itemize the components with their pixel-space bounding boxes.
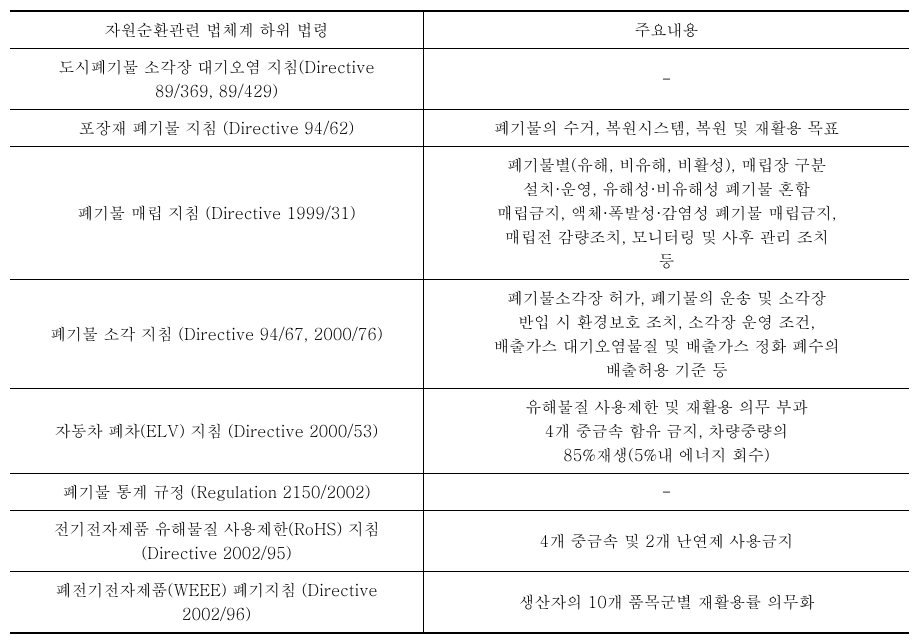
- row-left: 도시폐기물 소각장 대기오염 지침(Directive89/369, 89/42…: [10, 49, 424, 110]
- row-right: 폐기물의 수거, 복원시스템, 복원 및 재활용 목표: [424, 110, 909, 147]
- table-row: 폐기물 매립 지침 (Directive 1999/31) 폐기물별(유해, 비…: [10, 147, 909, 280]
- row-left: 자동차 폐차(ELV) 지침 (Directive 2000/53): [10, 389, 424, 474]
- table-row: 자동차 폐차(ELV) 지침 (Directive 2000/53) 유해물질 …: [10, 389, 909, 474]
- row-left: 폐전기전자제품(WEEE) 폐기지침 (Directive2002/96): [10, 572, 424, 634]
- row-right: -: [424, 49, 909, 110]
- row-left: 전기전자제품 유해물질 사용제한(RoHS) 지침(Directive 2002…: [10, 511, 424, 572]
- regulations-table: 자원순환관련 법체계 하위 법령 주요내용 도시폐기물 소각장 대기오염 지침(…: [10, 10, 909, 634]
- header-col1: 자원순환관련 법체계 하위 법령: [10, 11, 424, 49]
- row-right: 유해물질 사용제한 및 재활용 의무 부과4개 중금속 함유 금지, 차량중량의…: [424, 389, 909, 474]
- table-row: 폐기물 소각 지침 (Directive 94/67, 2000/76) 폐기물…: [10, 280, 909, 389]
- table-row: 전기전자제품 유해물질 사용제한(RoHS) 지침(Directive 2002…: [10, 511, 909, 572]
- row-right: -: [424, 474, 909, 511]
- table-row: 폐전기전자제품(WEEE) 폐기지침 (Directive2002/96) 생산…: [10, 572, 909, 634]
- table-row: 폐기물 통계 규정 (Regulation 2150/2002) -: [10, 474, 909, 511]
- header-col2: 주요내용: [424, 11, 909, 49]
- row-right: 폐기물별(유해, 비유해, 비활성), 매립장 구분설치·운영, 유해성·비유해…: [424, 147, 909, 280]
- table-row: 포장재 폐기물 지침 (Directive 94/62) 폐기물의 수거, 복원…: [10, 110, 909, 147]
- row-right: 폐기물소각장 허가, 폐기물의 운송 및 소각장반입 시 환경보호 조치, 소각…: [424, 280, 909, 389]
- table-header-row: 자원순환관련 법체계 하위 법령 주요내용: [10, 11, 909, 49]
- row-right: 생산자의 10개 품목군별 재활용률 의무화: [424, 572, 909, 634]
- row-left: 폐기물 통계 규정 (Regulation 2150/2002): [10, 474, 424, 511]
- row-left: 폐기물 매립 지침 (Directive 1999/31): [10, 147, 424, 280]
- table-row: 도시폐기물 소각장 대기오염 지침(Directive89/369, 89/42…: [10, 49, 909, 110]
- row-right: 4개 중금속 및 2개 난연제 사용금지: [424, 511, 909, 572]
- row-left: 폐기물 소각 지침 (Directive 94/67, 2000/76): [10, 280, 424, 389]
- row-left: 포장재 폐기물 지침 (Directive 94/62): [10, 110, 424, 147]
